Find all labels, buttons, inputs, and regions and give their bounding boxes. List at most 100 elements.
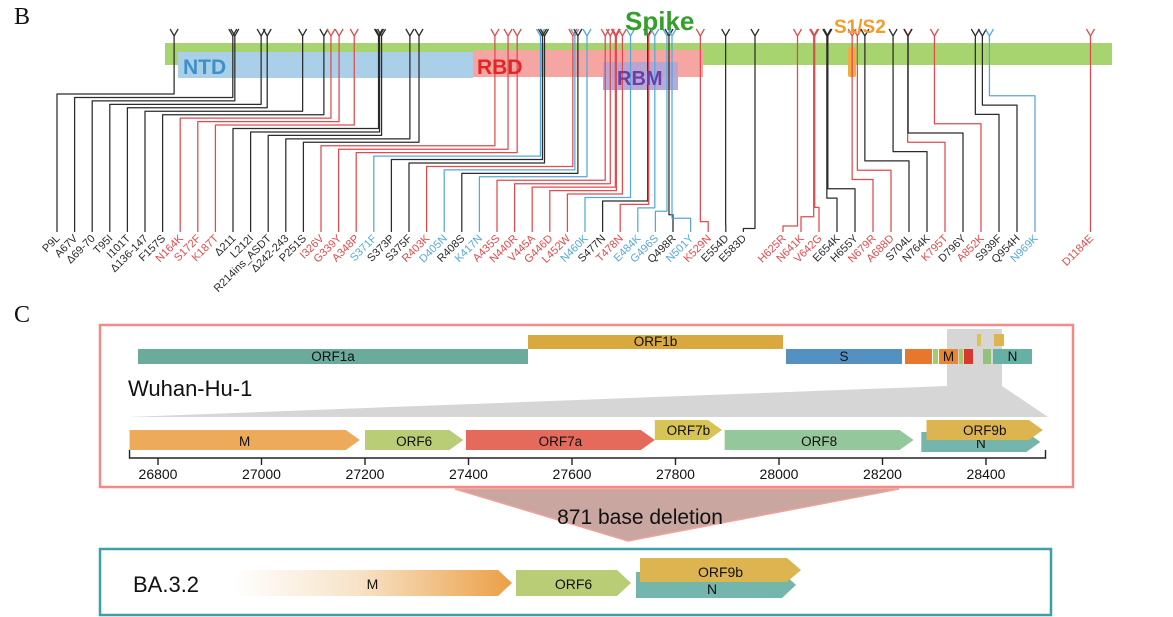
gene-label-variant-ORF9b: ORF9b [698,564,743,580]
mutation-connector [742,36,756,232]
axis-tick-label: 28000 [760,466,799,482]
gene-E [933,349,938,364]
gene-arrow-ORF7b [654,420,723,440]
gene-ORF1b [528,335,783,349]
mutation-fork-icon [319,28,329,38]
gene-N [993,349,1032,364]
mutation-connector [355,36,518,232]
gene-label-ORF7a: ORF7a [539,434,583,449]
mutation-connector [974,36,1000,232]
gene-ORF8 [983,349,991,364]
mutation-connector [513,36,611,232]
zoom-wedge [128,386,1048,417]
spike-title: Spike [625,6,694,36]
mutation-connector [197,36,340,232]
gene-arrow-variant-ORF9b [640,558,801,582]
mutation-connector [827,36,856,232]
gene-label-ORF7b: ORF7b [667,423,711,438]
mutation-connector [443,36,576,232]
mutation-connector [126,36,268,232]
gene-label-variant-M: M [367,576,379,592]
mutation-connector [249,36,381,232]
axis-tick-label: 27600 [553,466,592,482]
reference-box [98,323,1075,489]
mutation-connector [856,36,892,232]
mutation-connector [892,36,928,232]
gene-label-N: N [976,436,986,451]
mutation-fork-icon [984,28,994,38]
mutation-connector [91,36,236,232]
gene-ORF7a [964,349,973,364]
mutation-fork-icon [490,28,500,38]
mutation-fork-icon [405,28,415,38]
mutation-connector [373,36,542,232]
mutation-connector [425,36,574,232]
mutation-fork-icon [970,28,980,38]
mutation-connector [826,36,838,232]
mutation-connector [814,36,820,232]
mutation-fork-icon [262,28,272,38]
gene-mark-ORF7b [977,334,981,346]
gene-label-variant-ORF6: ORF6 [555,576,593,592]
mutation-connector [285,36,411,232]
gene-label-ORF8: ORF8 [801,434,837,449]
mutation-fork-icon [888,28,898,38]
mutation-connector [864,36,910,232]
mutation-connector [461,36,579,232]
coordinate-axis [128,450,1047,459]
mutation-fork-icon [977,28,987,38]
mutation-fork-icon [792,28,803,38]
deletion-label: 871 base deletion [557,506,723,529]
mutation-connector [302,36,420,232]
mutation-connector [907,36,964,232]
gene-label-S: S [839,349,848,364]
mutation-connector [988,36,1036,232]
gene-label-ORF1a: ORF1a [311,349,355,364]
mutation-connector [179,36,332,232]
mutation-connector [161,36,325,232]
mutation-fork-icon [582,28,592,38]
mutation-connector [800,36,815,232]
gene-label-M: M [239,434,250,449]
mutation-label: D1184E [1060,233,1096,269]
mutation-connector [144,36,304,232]
mutation-connector [408,36,546,232]
mutation-connector [584,36,632,232]
gene-arrow-ORF7a [465,430,655,450]
gene-arrow-ORF8 [724,430,914,450]
axis-tick-label: 28400 [967,466,1006,482]
gene-arrow-variant-ORF6 [516,570,631,596]
mutation-fork-icon [750,28,760,38]
s1s2-label: S1/S2 [834,17,886,38]
mutation-fork-icon [169,28,179,38]
mutation-connector [73,36,234,232]
axis-tick-label: 27000 [242,466,281,482]
mutation-fork-icon [695,28,705,38]
gene-S [786,349,902,364]
mutation-connector [933,36,982,232]
gene-arrow-M [129,430,360,450]
variant-name: BA.3.2 [133,572,199,597]
mutation-connector [668,36,674,232]
mutation-fork-icon [298,28,308,38]
mutation-connector [390,36,544,232]
mutation-connector [337,36,509,232]
gene-ORF1a [138,349,528,364]
mutation-fork-icon [503,28,513,38]
mutation-connector [109,36,262,232]
mutation-connector [601,36,649,232]
rbd-label: RBD [477,56,523,79]
reference-genome-row: ORF1a ORF1b S M N [138,334,1032,364]
mutation-connector [654,36,668,232]
ntd-label: NTD [183,56,226,79]
reference-name: Wuhan-Hu-1 [128,376,252,401]
mutation-connector [637,36,656,232]
gene-ORF3a [905,349,932,364]
mutation-connector [619,36,650,232]
mutation-connector [699,36,709,232]
mutation-fork-icon [326,28,336,38]
axis-tick-label: 27400 [449,466,488,482]
